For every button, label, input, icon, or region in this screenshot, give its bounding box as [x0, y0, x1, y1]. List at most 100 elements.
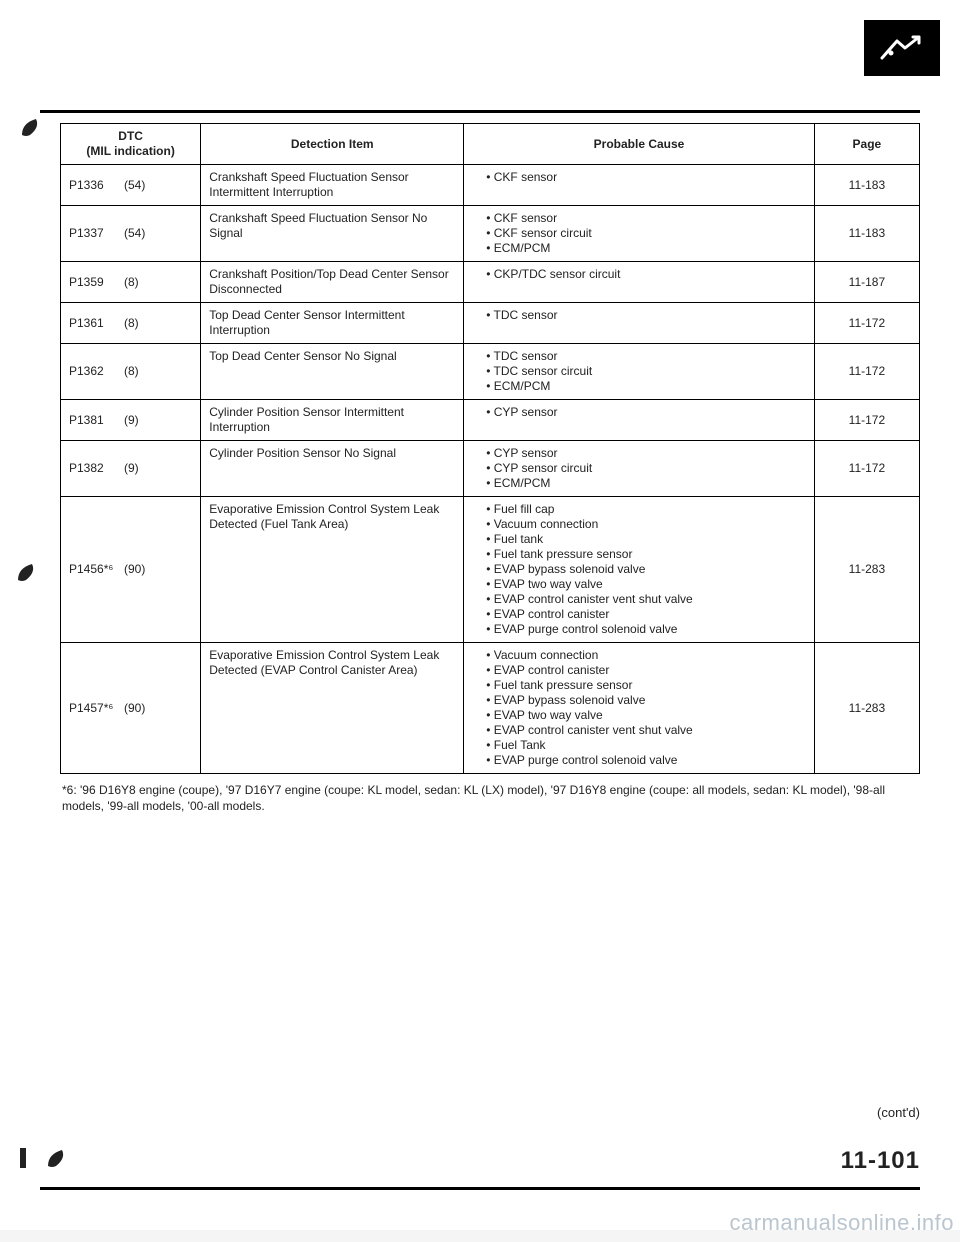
detection-cell: Crankshaft Speed Fluctuation Sensor No S…	[201, 206, 464, 262]
dtc-cell: P1337(54)	[61, 206, 201, 262]
mil-indication: (8)	[124, 275, 139, 290]
cause-item: EVAP control canister vent shut valve	[486, 723, 806, 738]
teardrop-icon	[18, 115, 42, 139]
cause-cell: TDC sensor	[464, 303, 815, 344]
page-ref-cell: 11-187	[814, 262, 919, 303]
col-header-dtc: DTC (MIL indication)	[61, 124, 201, 165]
table-row: P1359(8)Crankshaft Position/Top Dead Cen…	[61, 262, 920, 303]
page-ref-cell: 11-183	[814, 206, 919, 262]
table-row: P1336(54)Crankshaft Speed Fluctuation Se…	[61, 165, 920, 206]
dtc-code: P1456*⁶	[69, 562, 124, 577]
dtc-cell: P1381(9)	[61, 400, 201, 441]
dtc-cell: P1361(8)	[61, 303, 201, 344]
cause-item: Fuel tank	[486, 532, 806, 547]
table-row: P1362(8)Top Dead Center Sensor No Signal…	[61, 344, 920, 400]
cause-item: EVAP two way valve	[486, 708, 806, 723]
col-header-detection: Detection Item	[201, 124, 464, 165]
detection-cell: Top Dead Center Sensor No Signal	[201, 344, 464, 400]
cause-item: CYP sensor	[486, 446, 806, 461]
cause-item: ECM/PCM	[486, 476, 806, 491]
mil-indication: (54)	[124, 226, 145, 241]
dtc-cell: P1457*⁶(90)	[61, 643, 201, 774]
page-ref-cell: 11-172	[814, 441, 919, 497]
cause-item: Fuel tank pressure sensor	[486, 678, 806, 693]
cause-item: Vacuum connection	[486, 517, 806, 532]
cause-item: Fuel Tank	[486, 738, 806, 753]
cause-item: CKF sensor	[486, 170, 806, 185]
table-row: P1456*⁶(90)Evaporative Emission Control …	[61, 497, 920, 643]
detection-cell: Evaporative Emission Control System Leak…	[201, 643, 464, 774]
cause-item: ECM/PCM	[486, 241, 806, 256]
dtc-code: P1361	[69, 316, 124, 331]
dtc-cell: P1382(9)	[61, 441, 201, 497]
teardrop-icon	[14, 560, 38, 584]
table-row: P1381(9)Cylinder Position Sensor Intermi…	[61, 400, 920, 441]
detection-cell: Evaporative Emission Control System Leak…	[201, 497, 464, 643]
mil-header-label: (MIL indication)	[86, 144, 174, 158]
cause-item: EVAP bypass solenoid valve	[486, 693, 806, 708]
cause-item: CYP sensor	[486, 405, 806, 420]
dtc-header-label: DTC	[118, 129, 143, 143]
cause-item: TDC sensor circuit	[486, 364, 806, 379]
dtc-code: P1382	[69, 461, 124, 476]
detection-cell: Cylinder Position Sensor No Signal	[201, 441, 464, 497]
footnote-text: *6: '96 D16Y8 engine (coupe), '97 D16Y7 …	[62, 782, 920, 814]
page-ref-cell: 11-172	[814, 400, 919, 441]
mil-indication: (8)	[124, 364, 139, 379]
page-ref-cell: 11-283	[814, 497, 919, 643]
cause-item: EVAP purge control solenoid valve	[486, 753, 806, 768]
dtc-code: P1337	[69, 226, 124, 241]
dtc-code: P1457*⁶	[69, 701, 124, 716]
detection-cell: Crankshaft Position/Top Dead Center Sens…	[201, 262, 464, 303]
detection-cell: Cylinder Position Sensor Intermittent In…	[201, 400, 464, 441]
dtc-cell: P1362(8)	[61, 344, 201, 400]
watermark-text: carmanualsonline.info	[729, 1210, 954, 1236]
mil-indication: (8)	[124, 316, 139, 331]
cause-item: CYP sensor circuit	[486, 461, 806, 476]
footer-rule	[40, 1187, 920, 1190]
table-row: P1361(8)Top Dead Center Sensor Intermitt…	[61, 303, 920, 344]
col-header-cause: Probable Cause	[464, 124, 815, 165]
cause-cell: CKP/TDC sensor circuit	[464, 262, 815, 303]
corner-bar-icon	[18, 1146, 42, 1170]
cause-item: EVAP control canister	[486, 663, 806, 678]
table-header-row: DTC (MIL indication) Detection Item Prob…	[61, 124, 920, 165]
detection-cell: Top Dead Center Sensor Intermittent Inte…	[201, 303, 464, 344]
continued-label: (cont'd)	[877, 1105, 920, 1120]
cause-cell: CKF sensor	[464, 165, 815, 206]
dtc-table: DTC (MIL indication) Detection Item Prob…	[60, 123, 920, 774]
cause-item: Vacuum connection	[486, 648, 806, 663]
table-row: P1457*⁶(90)Evaporative Emission Control …	[61, 643, 920, 774]
cause-item: TDC sensor	[486, 308, 806, 323]
dtc-code: P1381	[69, 413, 124, 428]
brand-logo	[864, 20, 940, 76]
page-ref-cell: 11-183	[814, 165, 919, 206]
page-ref-cell: 11-172	[814, 344, 919, 400]
cause-item: ECM/PCM	[486, 379, 806, 394]
cause-item: EVAP two way valve	[486, 577, 806, 592]
page-ref-cell: 11-283	[814, 643, 919, 774]
cause-cell: CKF sensorCKF sensor circuitECM/PCM	[464, 206, 815, 262]
cause-item: TDC sensor	[486, 349, 806, 364]
col-header-page: Page	[814, 124, 919, 165]
table-body: P1336(54)Crankshaft Speed Fluctuation Se…	[61, 165, 920, 774]
cause-cell: Fuel fill capVacuum connectionFuel tankF…	[464, 497, 815, 643]
teardrop-icon	[44, 1146, 68, 1170]
page-number: 11-101	[841, 1147, 920, 1175]
cause-item: EVAP control canister vent shut valve	[486, 592, 806, 607]
cause-item: CKF sensor circuit	[486, 226, 806, 241]
cause-cell: CYP sensorCYP sensor circuitECM/PCM	[464, 441, 815, 497]
manual-page: DTC (MIL indication) Detection Item Prob…	[0, 0, 960, 1230]
cause-item: EVAP purge control solenoid valve	[486, 622, 806, 637]
dtc-cell: P1359(8)	[61, 262, 201, 303]
dtc-code: P1336	[69, 178, 124, 193]
cause-cell: TDC sensorTDC sensor circuitECM/PCM	[464, 344, 815, 400]
table-row: P1337(54)Crankshaft Speed Fluctuation Se…	[61, 206, 920, 262]
table-row: P1382(9)Cylinder Position Sensor No Sign…	[61, 441, 920, 497]
cause-item: Fuel tank pressure sensor	[486, 547, 806, 562]
mil-indication: (90)	[124, 562, 145, 577]
dtc-code: P1362	[69, 364, 124, 379]
mil-indication: (54)	[124, 178, 145, 193]
header-rule	[40, 110, 920, 113]
dtc-cell: P1456*⁶(90)	[61, 497, 201, 643]
